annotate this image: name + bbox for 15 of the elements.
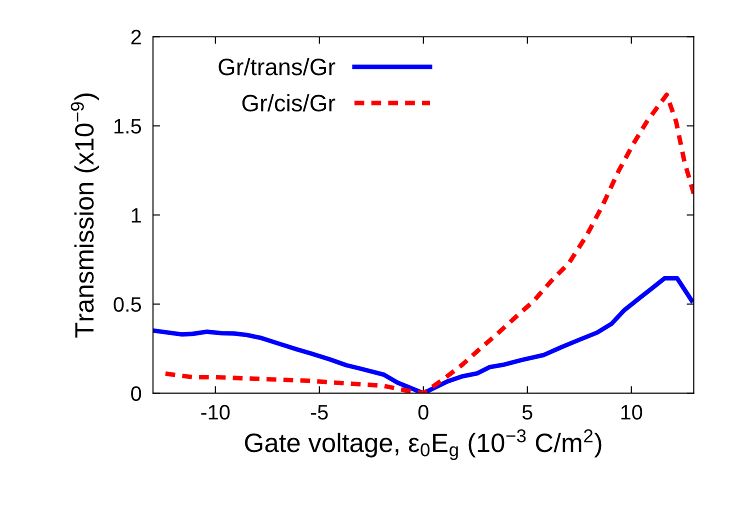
y-tick-label: 0.5 <box>114 297 142 312</box>
y-tick-label: 0 <box>131 386 142 401</box>
text: Gate voltage, ε$_{0}$E$_{g}$ (10$^{−3}$ C/m$^{2}$) <box>244 429 602 460</box>
y-tick-label: 2 <box>131 30 141 44</box>
y-axis-title: Transmission (x10$^{−9}$) <box>70 94 99 338</box>
legend-label: Gr/trans/Gr <box>218 58 336 76</box>
y-tick-label: 1 <box>132 208 141 223</box>
legend-label: Gr/cis/Gr <box>242 94 336 112</box>
x-tick-label: 5 <box>522 405 532 420</box>
line-series <box>163 92 694 394</box>
x-tick-label: 10 <box>621 404 642 420</box>
y-tick-label: 1.5 <box>114 119 142 134</box>
x-tick-label: 0 <box>418 404 428 420</box>
x-tick-label: -5 <box>311 405 328 420</box>
x-tick-label: -10 <box>201 404 230 420</box>
